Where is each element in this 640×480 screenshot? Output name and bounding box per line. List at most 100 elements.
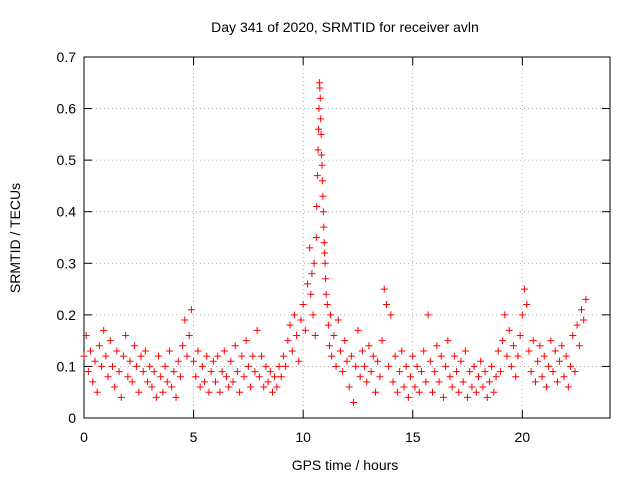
data-point [317, 115, 325, 123]
data-point [391, 352, 399, 360]
data-points [80, 79, 590, 407]
data-point [466, 368, 474, 376]
data-point [225, 383, 233, 391]
data-point [490, 388, 498, 396]
y-axis-label: SRMTID / TECUs [7, 183, 23, 293]
data-point [279, 352, 287, 360]
data-point [477, 357, 485, 365]
y-tick-label: 0.5 [57, 152, 77, 168]
data-point [315, 105, 323, 113]
data-point [310, 259, 318, 267]
data-point [439, 393, 447, 401]
data-point [472, 388, 480, 396]
data-point [411, 383, 419, 391]
data-point [209, 357, 217, 365]
data-point [319, 192, 327, 200]
data-point [318, 177, 326, 185]
data-point [299, 301, 307, 309]
data-point [516, 331, 524, 339]
data-point [380, 285, 388, 293]
data-point [361, 362, 369, 370]
x-tick-label: 5 [190, 429, 198, 445]
data-point [431, 368, 439, 376]
data-point [313, 203, 321, 211]
data-point [108, 362, 116, 370]
data-point [575, 342, 583, 350]
data-point [327, 311, 335, 319]
data-point [540, 352, 548, 360]
data-point [347, 352, 355, 360]
data-point [128, 378, 136, 386]
data-point [371, 388, 379, 396]
data-point [168, 383, 176, 391]
data-point [251, 368, 259, 376]
data-point [181, 316, 189, 324]
x-axis-label: GPS time / hours [292, 457, 399, 473]
data-point [409, 352, 417, 360]
data-point [258, 352, 266, 360]
data-point [179, 342, 187, 350]
data-point [240, 373, 248, 381]
data-point [560, 373, 568, 381]
data-point [389, 378, 397, 386]
data-point [126, 357, 134, 365]
data-point [382, 301, 390, 309]
data-point [314, 146, 322, 154]
data-point [159, 388, 167, 396]
data-point [564, 383, 572, 391]
data-point [352, 362, 360, 370]
data-point [339, 368, 347, 376]
data-point [328, 352, 336, 360]
data-point [413, 362, 421, 370]
data-point [461, 347, 469, 355]
y-tick-label: 0.1 [57, 358, 77, 374]
data-point [216, 388, 224, 396]
data-point [170, 368, 178, 376]
data-point [93, 388, 101, 396]
y-tick-label: 0.2 [57, 307, 77, 323]
data-point [457, 357, 465, 365]
data-point [137, 352, 145, 360]
data-point [312, 234, 320, 241]
data-point [84, 368, 92, 376]
data-point [374, 357, 382, 365]
data-point [141, 347, 149, 355]
data-point [231, 342, 239, 350]
data-point [242, 337, 250, 345]
data-point [479, 383, 487, 391]
data-point [122, 331, 130, 339]
data-point [424, 311, 432, 319]
data-point [343, 357, 351, 365]
data-point [102, 352, 110, 360]
data-point [545, 362, 553, 370]
data-point [356, 373, 364, 381]
data-point [503, 352, 511, 360]
data-point [468, 383, 476, 391]
y-tick-labels: 0 0.1 0.2 0.3 0.4 0.5 0.6 0.7 [57, 49, 77, 426]
data-point [247, 383, 255, 391]
data-point [275, 362, 283, 370]
data-point [363, 378, 371, 386]
data-point [95, 342, 103, 350]
data-point [157, 373, 165, 381]
x-tick-label: 0 [80, 429, 88, 445]
x-tick-label: 20 [515, 429, 531, 445]
data-point [161, 362, 169, 370]
data-point [117, 393, 125, 401]
data-point [321, 259, 329, 267]
data-point [304, 280, 312, 288]
data-point [501, 311, 509, 319]
data-point [271, 373, 279, 381]
data-point [400, 383, 408, 391]
data-point [135, 388, 143, 396]
data-point [562, 352, 570, 360]
data-point [244, 362, 252, 370]
data-point [470, 362, 478, 370]
data-point [212, 378, 219, 386]
data-point [172, 393, 180, 401]
plot-frame [83, 56, 611, 419]
data-point [536, 342, 544, 350]
data-point [481, 368, 489, 376]
data-point [119, 352, 127, 360]
data-point [358, 347, 366, 355]
